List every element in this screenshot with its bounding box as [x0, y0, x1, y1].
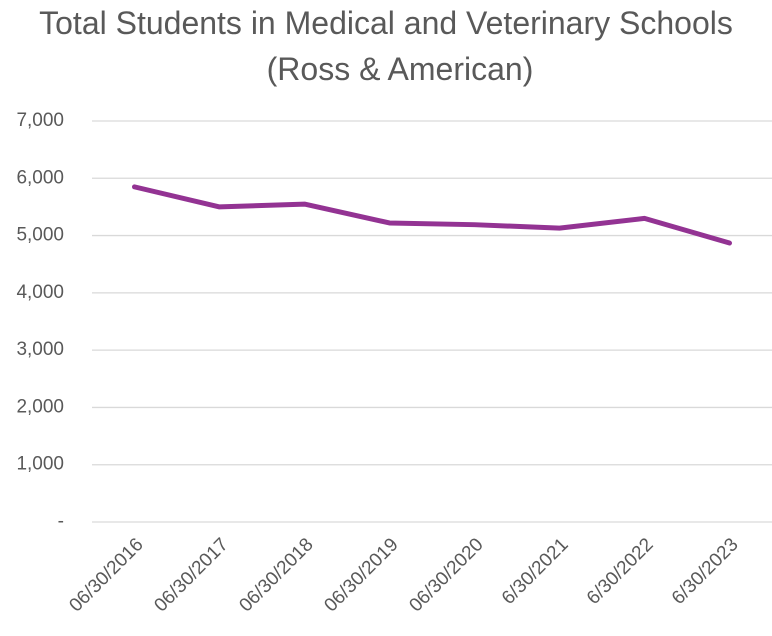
x-tick-label: 06/30/2017	[150, 534, 232, 616]
y-tick-label: 5,000	[16, 225, 64, 246]
x-tick-label: 06/30/2019	[320, 534, 402, 616]
x-tick-label: 6/30/2022	[583, 534, 658, 609]
x-tick-label: 6/30/2023	[668, 534, 743, 609]
y-tick-label: 4,000	[16, 282, 64, 303]
y-tick-label: 2,000	[16, 396, 64, 417]
y-tick-label: 7,000	[16, 110, 64, 131]
chart-title: Total Students in Medical and Veterinary…	[39, 5, 733, 41]
y-tick-label: -	[58, 511, 64, 532]
y-tick-label: 1,000	[16, 454, 64, 475]
x-tick-label: 06/30/2018	[235, 534, 317, 616]
line	[132, 184, 732, 246]
y-tick-label: 3,000	[16, 339, 64, 360]
chart-title: (Ross & American)	[267, 51, 534, 87]
x-tick-label: 6/30/2021	[498, 534, 573, 609]
x-tick-label: 06/30/2016	[65, 534, 147, 616]
x-tick-label: 06/30/2020	[405, 534, 487, 616]
y-tick-label: 6,000	[16, 167, 64, 188]
